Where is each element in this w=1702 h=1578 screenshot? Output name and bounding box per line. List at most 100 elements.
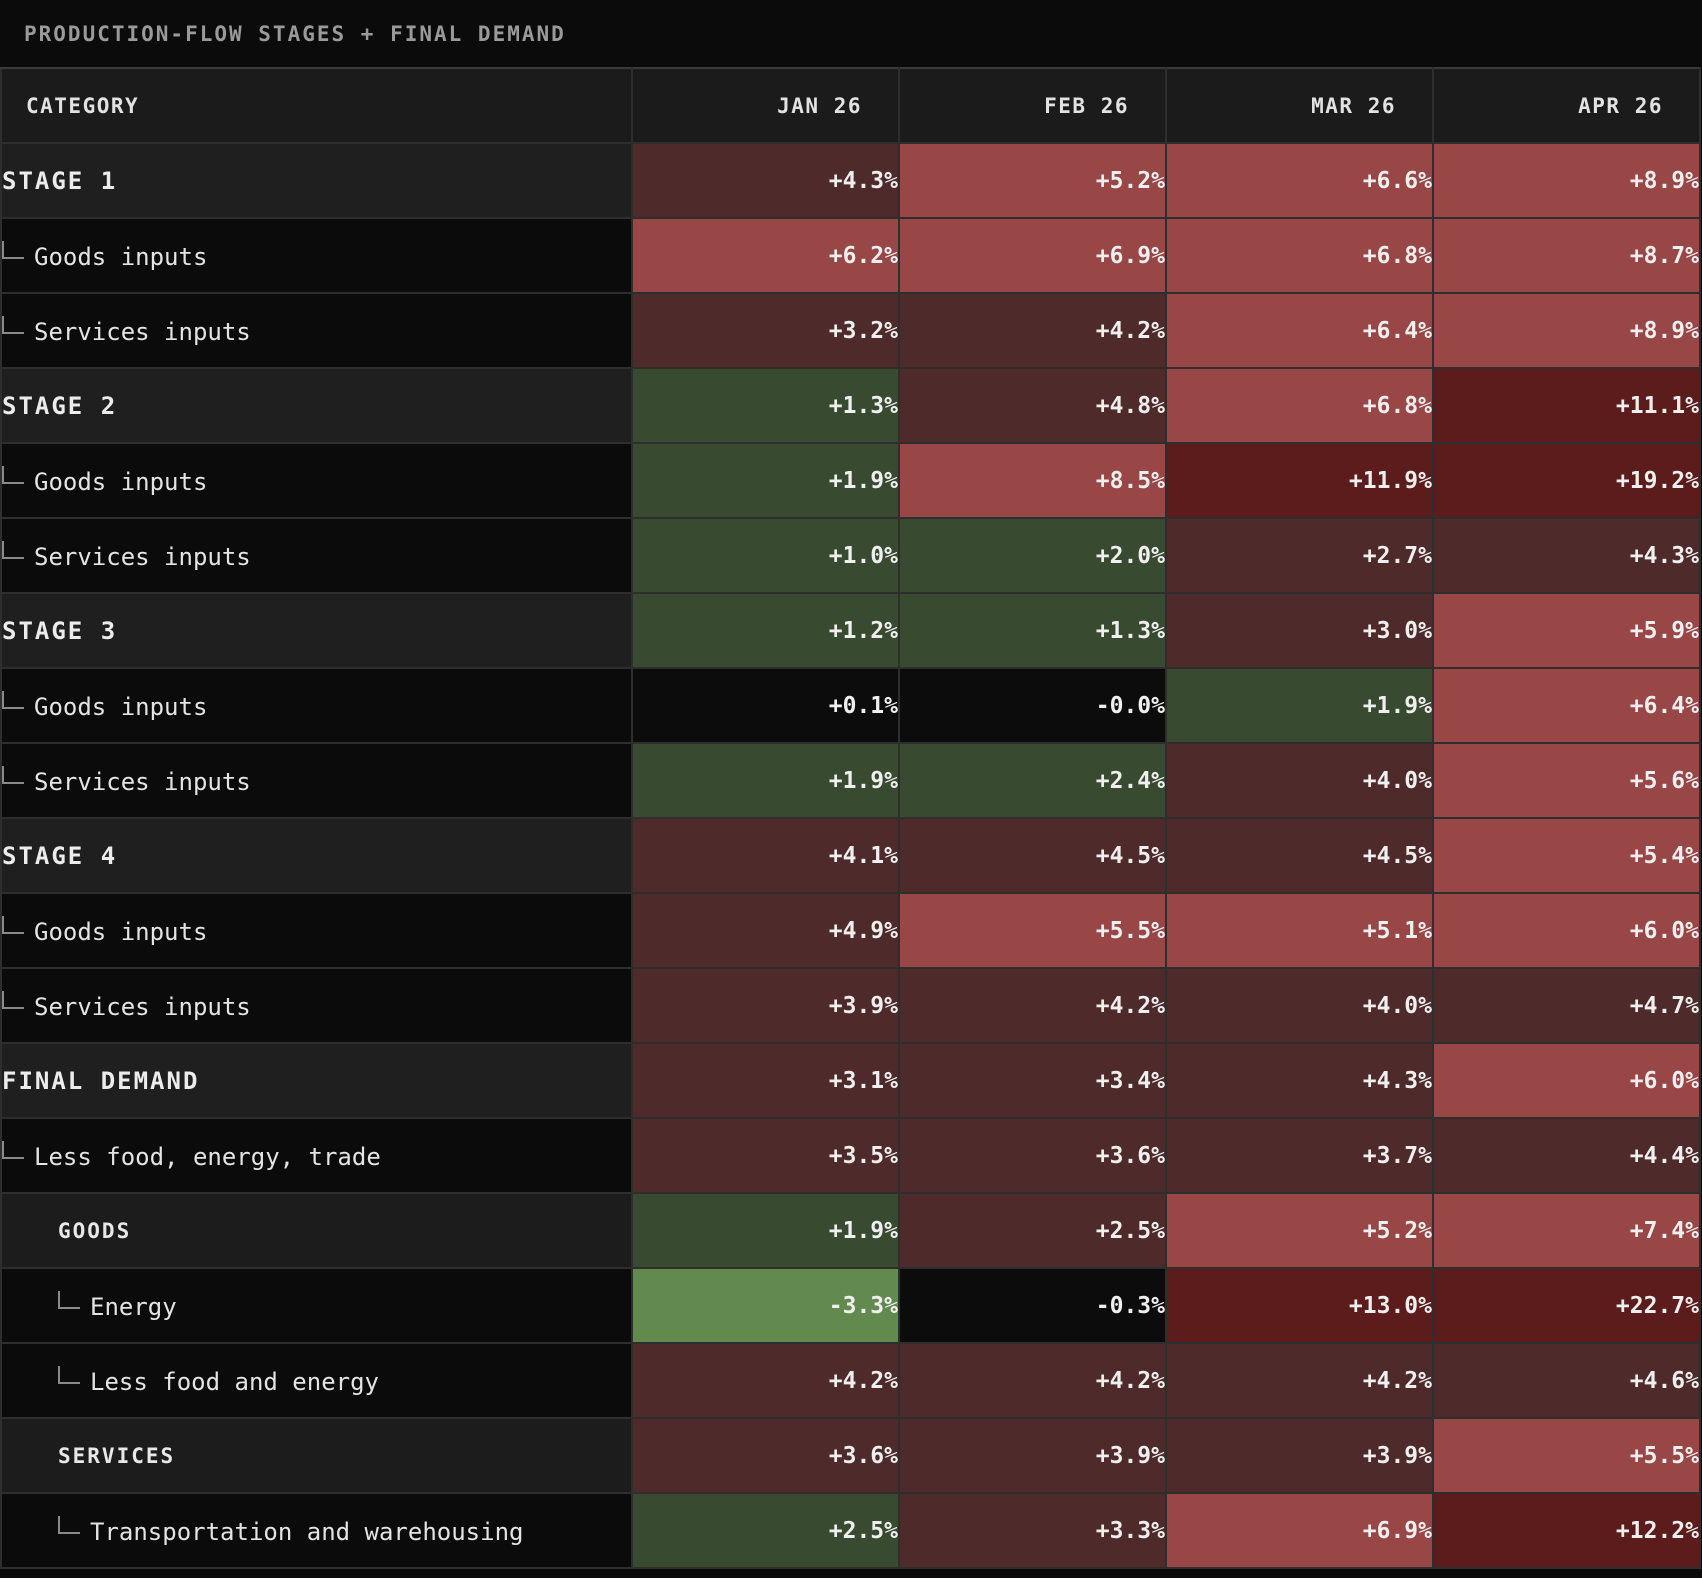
row-label-cell: Services inputs xyxy=(0,967,633,1044)
heatmap-cell: +4.9% xyxy=(631,892,900,969)
row-label-cell: STAGE 4 xyxy=(0,817,633,894)
heatmap-cell: +2.5% xyxy=(898,1192,1167,1269)
heatmap-cell: +13.0% xyxy=(1165,1267,1434,1344)
heatmap-cell: +6.2% xyxy=(631,217,900,294)
column-header-month[interactable]: APR 26 xyxy=(1432,67,1701,144)
heatmap-cell: +7.4% xyxy=(1432,1192,1701,1269)
heatmap-cell: +1.9% xyxy=(631,742,900,819)
table-row[interactable]: STAGE 3 +1.2% +1.3% +3.0% +5.9% xyxy=(0,592,1701,669)
heatmap-cell: +1.3% xyxy=(898,592,1167,669)
table-row[interactable]: Services inputs +3.2% +4.2% +6.4% +8.9% xyxy=(0,292,1701,369)
row-label: Less food and energy xyxy=(90,1367,379,1396)
table-row[interactable]: Services inputs +3.9% +4.2% +4.0% +4.7% xyxy=(0,967,1701,1044)
tree-branch-icon xyxy=(2,690,24,709)
heatmap-body: STAGE 1 +4.3% +5.2% +6.6% +8.9% Goods inputs +… xyxy=(0,142,1701,1569)
row-label: SERVICES xyxy=(58,1443,176,1468)
heatmap-cell: +1.9% xyxy=(631,1192,900,1269)
table-row[interactable]: GOODS +1.9% +2.5% +5.2% +7.4% xyxy=(0,1192,1701,1269)
table-row[interactable]: Goods inputs +0.1% -0.0% +1.9% +6.4% xyxy=(0,667,1701,744)
heatmap-cell: +3.2% xyxy=(631,292,900,369)
row-label: STAGE 2 xyxy=(2,391,118,420)
heatmap-cell: +3.5% xyxy=(631,1117,900,1194)
heatmap-cell: +8.5% xyxy=(898,442,1167,519)
heatmap-cell: +4.5% xyxy=(1165,817,1434,894)
table-row[interactable]: Goods inputs +1.9% +8.5% +11.9% +19.2% xyxy=(0,442,1701,519)
table-row[interactable]: STAGE 4 +4.1% +4.5% +4.5% +5.4% xyxy=(0,817,1701,894)
row-label: Goods inputs xyxy=(34,692,208,721)
row-label: Goods inputs xyxy=(34,467,208,496)
heatmap-table: CATEGORY JAN 26 FEB 26 MAR 26 APR 26 STA… xyxy=(0,67,1701,1569)
row-label-cell: Goods inputs xyxy=(0,217,633,294)
tree-branch-icon xyxy=(58,1515,80,1534)
table-row[interactable]: SERVICES +3.6% +3.9% +3.9% +5.5% xyxy=(0,1417,1701,1494)
heatmap-cell: +6.4% xyxy=(1432,667,1701,744)
table-row[interactable]: FINAL DEMAND +3.1% +3.4% +4.3% +6.0% xyxy=(0,1042,1701,1119)
heatmap-cell: +6.6% xyxy=(1165,142,1434,219)
table-row[interactable]: Energy -3.3% -0.3% +13.0% +22.7% xyxy=(0,1267,1701,1344)
tree-branch-icon xyxy=(2,540,24,559)
column-header-month[interactable]: JAN 26 xyxy=(631,67,900,144)
column-header-month[interactable]: MAR 26 xyxy=(1165,67,1434,144)
table-row[interactable]: Less food and energy +4.2% +4.2% +4.2% +4.6% xyxy=(0,1342,1701,1419)
heatmap-cell: +6.8% xyxy=(1165,367,1434,444)
tree-branch-icon xyxy=(58,1290,80,1309)
heatmap-cell: +6.0% xyxy=(1432,1042,1701,1119)
heatmap-cell: +3.6% xyxy=(898,1117,1167,1194)
row-label: FINAL DEMAND xyxy=(2,1066,200,1095)
heatmap-cell: +2.4% xyxy=(898,742,1167,819)
heatmap-cell: +3.9% xyxy=(631,967,900,1044)
table-row[interactable]: Transportation and warehousing +2.5% +3.3%… xyxy=(0,1492,1701,1569)
row-label-cell: Services inputs xyxy=(0,742,633,819)
table-row[interactable]: STAGE 2 +1.3% +4.8% +6.8% +11.1% xyxy=(0,367,1701,444)
heatmap-cell: +4.2% xyxy=(898,1342,1167,1419)
heatmap-cell: +3.1% xyxy=(631,1042,900,1119)
table-row[interactable]: Goods inputs +4.9% +5.5% +5.1% +6.0% xyxy=(0,892,1701,969)
heatmap-cell: +4.0% xyxy=(1165,742,1434,819)
row-label: STAGE 1 xyxy=(2,166,118,195)
header-row: CATEGORY JAN 26 FEB 26 MAR 26 APR 26 xyxy=(0,67,1701,144)
heatmap-cell: +5.2% xyxy=(1165,1192,1434,1269)
heatmap-cell: +4.3% xyxy=(1432,517,1701,594)
row-label-cell: Less food, energy, trade xyxy=(0,1117,633,1194)
tree-branch-icon xyxy=(2,240,24,259)
heatmap-cell: +8.7% xyxy=(1432,217,1701,294)
row-label-cell: Goods inputs xyxy=(0,892,633,969)
table-row[interactable]: Services inputs +1.0% +2.0% +2.7% +4.3% xyxy=(0,517,1701,594)
table-row[interactable]: Less food, energy, trade +3.5% +3.6% +3.7% +… xyxy=(0,1117,1701,1194)
heatmap-cell: +1.3% xyxy=(631,367,900,444)
row-label-cell: Transportation and warehousing xyxy=(0,1492,633,1569)
row-label-cell: Energy xyxy=(0,1267,633,1344)
heatmap-cell: +4.2% xyxy=(898,967,1167,1044)
heatmap-cell: +5.2% xyxy=(898,142,1167,219)
heatmap-cell: +6.9% xyxy=(898,217,1167,294)
column-header-month[interactable]: FEB 26 xyxy=(898,67,1167,144)
tree-branch-icon xyxy=(2,915,24,934)
heatmap-cell: +2.5% xyxy=(631,1492,900,1569)
heatmap-cell: +4.0% xyxy=(1165,967,1434,1044)
table-row[interactable]: Goods inputs +6.2% +6.9% +6.8% +8.7% xyxy=(0,217,1701,294)
heatmap-cell: +5.1% xyxy=(1165,892,1434,969)
row-label-cell: FINAL DEMAND xyxy=(0,1042,633,1119)
heatmap-cell: +4.8% xyxy=(898,367,1167,444)
row-label: STAGE 3 xyxy=(2,616,118,645)
column-header-category[interactable]: CATEGORY xyxy=(0,67,633,144)
heatmap-cell: +4.7% xyxy=(1432,967,1701,1044)
row-label-cell: GOODS xyxy=(0,1192,633,1269)
row-label: GOODS xyxy=(58,1218,132,1243)
tree-branch-icon xyxy=(2,765,24,784)
row-label-cell: STAGE 2 xyxy=(0,367,633,444)
row-label: Goods inputs xyxy=(34,917,208,946)
tree-branch-icon xyxy=(2,990,24,1009)
table-row[interactable]: STAGE 1 +4.3% +5.2% +6.6% +8.9% xyxy=(0,142,1701,219)
table-row[interactable]: Services inputs +1.9% +2.4% +4.0% +5.6% xyxy=(0,742,1701,819)
heatmap-cell: +11.1% xyxy=(1432,367,1701,444)
heatmap-cell: +19.2% xyxy=(1432,442,1701,519)
row-label: Services inputs xyxy=(34,317,251,346)
row-label: Less food, energy, trade xyxy=(34,1142,381,1171)
heatmap-cell: +3.4% xyxy=(898,1042,1167,1119)
row-label-cell: STAGE 1 xyxy=(0,142,633,219)
heatmap-cell: +5.5% xyxy=(898,892,1167,969)
heatmap-cell: +3.3% xyxy=(898,1492,1167,1569)
heatmap-cell: +1.9% xyxy=(1165,667,1434,744)
heatmap-cell: +5.6% xyxy=(1432,742,1701,819)
